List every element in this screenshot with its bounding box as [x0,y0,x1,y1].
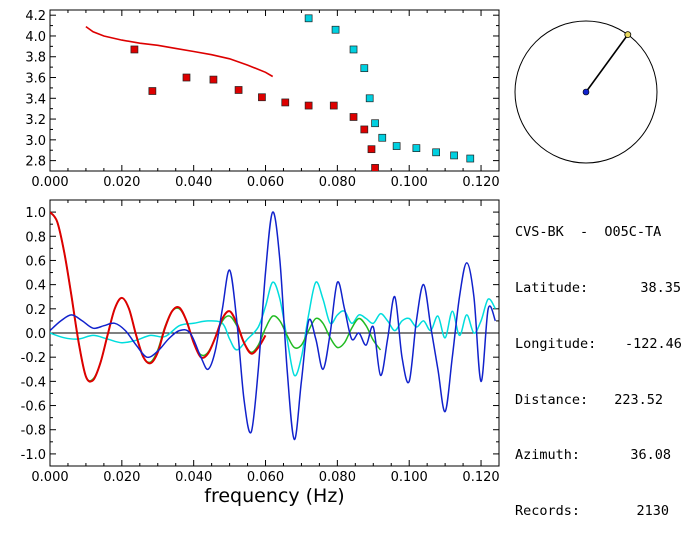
bottom-ytick-label: -0.8 [21,424,46,439]
top-xtick-label: 0.040 [175,175,212,190]
bottom-ytick-label: -0.4 [21,375,46,390]
top-ytick-label: 3.0 [25,134,46,149]
top-point-s2-9 [432,148,440,157]
dial-end-station [624,31,632,39]
bottom-series-line-1 [50,211,382,382]
top-point-s2-11 [466,154,475,163]
distance-label: Distance: [515,391,589,408]
latitude-label: Latitude: [515,279,589,296]
info-row-longitude: Longitude: -122.46 [515,335,682,354]
top-point-s1-11 [367,145,376,154]
bottom-xtick-label: 0.060 [247,470,284,485]
bottom-xtick-label: 0.040 [175,470,212,485]
top-point-s2-2 [349,45,358,54]
top-point-s1-8 [329,101,338,110]
azimuth-dial [514,20,658,164]
bottom-ytick-label: 0.4 [25,279,46,294]
azimuth-needle [585,34,629,93]
top-ytick-label: 4.0 [25,30,46,45]
records-label: Records: [515,503,581,520]
station-info-panel: CVS-BK - O05C-TA Latitude: 38.35 Longitud… [515,186,682,539]
figure-canvas: 0.000 0.020 0.040 0.060 0.080 0.100 0.120 2.8 3.… [21,9,658,507]
top-point-s2-3 [360,64,369,73]
longitude-label: Longitude: [515,335,597,352]
bottom-ytick-label: 0.0 [25,327,46,342]
azimuth-value: 36.08 [630,447,671,464]
top-point-s1-0 [130,45,139,54]
top-point-s1-5 [258,93,266,102]
bottom-ytick-label: -0.6 [21,400,46,415]
top-plot-area [85,14,475,171]
top-point-s1-2 [182,73,191,82]
info-row-latitude: Latitude: 38.35 [515,279,681,298]
bottom-ytick-label: -1.0 [21,448,46,463]
top-point-s1-1 [148,87,157,95]
correlation-chart: 0.000 0.020 0.040 0.060 0.080 0.100 0.120 -1.0 -… [21,199,500,507]
top-point-s1-10 [360,125,369,134]
top-ytick-label: 3.2 [25,113,46,128]
dial-circle [514,20,658,164]
bottom-ytick-label: -0.2 [21,351,46,366]
top-point-s2-5 [371,119,379,128]
top-xtick-label: 0.100 [391,175,428,190]
bottom-xtick-label: 0.120 [462,470,499,485]
bottom-series-line-3 [50,211,497,441]
top-xtick-label: 0.060 [247,175,284,190]
top-point-s2-8 [412,144,421,152]
dial-center-station [582,88,590,96]
bottom-ytick-label: 0.8 [25,230,46,245]
bottom-xtick-label: 0.100 [391,470,428,485]
dispersion-chart: 0.000 0.020 0.040 0.060 0.080 0.100 0.120 2.8 3.… [25,9,499,190]
info-row-records: Records: 2130 [515,502,681,521]
top-xtick-label: 0.020 [103,175,140,190]
longitude-value: -122.46 [625,335,682,352]
top-frame [49,9,500,172]
station-pair-label: CVS-BK - O05C-TA [515,224,662,241]
top-point-s2-4 [365,94,374,103]
bottom-ytick-label: 1.0 [25,206,46,221]
top-point-s2-10 [450,151,458,160]
top-point-s2-1 [331,25,340,34]
top-ytick-label: 3.6 [25,72,46,87]
bottom-xtick-label: 0.080 [319,470,356,485]
bottom-series-line-2 [50,211,267,383]
bottom-series-line-0 [50,281,497,377]
bottom-xtick-label: 0.000 [31,470,68,485]
bottom-plot-area [50,211,497,441]
bottom-ytick-label: 0.2 [25,303,46,318]
top-xtick-label: 0.000 [31,175,68,190]
records-value: 2130 [636,503,669,520]
top-point-s2-6 [378,133,387,142]
bottom-ytick-label: 0.6 [25,254,46,269]
top-point-s1-4 [234,86,243,94]
top-point-s1-3 [209,75,218,84]
top-point-s2-7 [392,142,401,150]
azimuth-label: Azimuth: [515,447,581,464]
distance-value: 223.52 [614,391,663,408]
top-ytick-label: 2.8 [25,155,46,170]
info-row-azimuth: Azimuth: 36.08 [515,446,681,465]
bottom-xtick-label: 0.020 [103,470,140,485]
top-xtick-label: 0.080 [319,175,356,190]
top-ytick-label: 3.8 [25,51,46,66]
info-row-distance: Distance: 223.52 [515,391,681,410]
top-point-s1-6 [281,98,290,107]
top-xtick-label: 0.120 [462,175,499,190]
x-axis-title: frequency (Hz) [204,485,344,507]
top-ytick-label: 4.2 [25,9,46,24]
top-ytick-label: 3.4 [25,92,46,107]
top-point-s2-0 [304,14,313,23]
top-point-s1-12 [371,164,379,171]
top-series-line [85,25,274,78]
top-point-s1-9 [349,113,358,121]
latitude-value: 38.35 [640,279,681,296]
top-point-s1-7 [304,101,313,110]
